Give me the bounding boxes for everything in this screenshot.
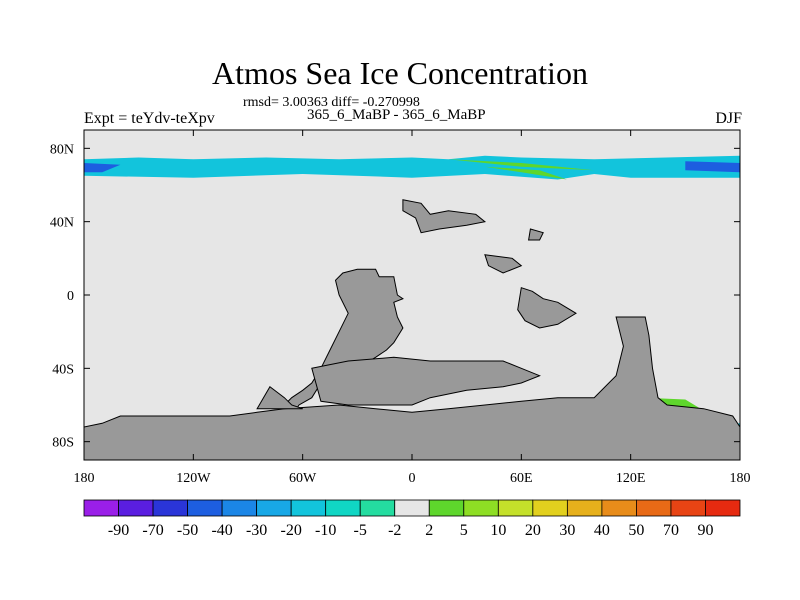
- colorbar-label: -20: [280, 522, 301, 539]
- colorbar-label: -2: [388, 522, 401, 539]
- land-lower-mass: [311, 356, 541, 406]
- x-tick-label: 120E: [616, 471, 646, 486]
- colorbar-swatch: [601, 499, 637, 517]
- colorbar-label: 20: [525, 522, 541, 539]
- colorbar-label: -50: [177, 522, 198, 539]
- x-tick-label: 60W: [289, 471, 317, 486]
- colorbar-label: -10: [315, 522, 336, 539]
- y-tick-label: 80S: [52, 436, 74, 451]
- colorbar-swatch: [394, 499, 430, 517]
- experiment-label: Expt = teYdv-teXpv: [84, 110, 215, 127]
- colorbar-label: 2: [425, 522, 433, 539]
- land-northeast-arc: [517, 287, 577, 329]
- y-axis: 80N 40N 0 40S 80S: [50, 142, 740, 451]
- colorbar-swatch: [670, 499, 706, 517]
- colorbar-swatch: [118, 499, 154, 517]
- colorbar-swatch: [636, 499, 672, 517]
- colorbar-label: -70: [142, 522, 163, 539]
- colorbar-label: 30: [559, 522, 575, 539]
- colorbar-label: 70: [663, 522, 679, 539]
- field-arctic-core-east: [685, 161, 740, 173]
- colorbar: -90 -70 -50 -40 -30 -20 -10 -5 -2 2 5 10 20 30 40 50 70 9…: [83, 499, 741, 539]
- colorbar-label: -90: [108, 522, 129, 539]
- y-tick-label: 0: [67, 289, 74, 304]
- colorbar-label: 10: [490, 522, 506, 539]
- land-layer: [83, 199, 741, 461]
- colorbar-swatch: [187, 499, 223, 517]
- x-tick-label: 60E: [510, 471, 533, 486]
- colorbar-label: -30: [246, 522, 267, 539]
- y-tick-label: 80N: [50, 142, 74, 157]
- colorbar-swatch: [497, 499, 534, 517]
- colorbar-label: 50: [628, 522, 644, 539]
- y-tick-label: 40S: [52, 362, 74, 377]
- y-tick-label: 40N: [50, 216, 74, 231]
- colorbar-swatch: [705, 499, 741, 517]
- colorbar-swatch: [463, 499, 499, 517]
- land-eastern-block: [83, 316, 741, 461]
- colorbar-swatch: [532, 499, 568, 517]
- x-tick-label: 180: [74, 471, 95, 486]
- season-label: DJF: [715, 110, 742, 127]
- colorbar-swatch: [83, 499, 119, 517]
- colorbar-label: 90: [697, 522, 713, 539]
- x-axis: 180 120W 60W 0 60E 120E 180: [74, 130, 751, 486]
- field-arctic-band: [84, 155, 740, 180]
- map-plot-area: [83, 129, 741, 461]
- colorbar-label: -40: [211, 522, 232, 539]
- colorbar-label: 5: [460, 522, 468, 539]
- field-arctic-core: [84, 163, 121, 173]
- colorbar-swatch: [428, 499, 465, 517]
- land-small-island-east: [484, 254, 523, 274]
- land-southwest-ridge: [256, 385, 303, 410]
- field-arctic-positive-streak: [448, 159, 595, 171]
- colorbar-label: 40: [594, 522, 610, 539]
- land-northern-island: [402, 199, 487, 234]
- colorbar-swatch: [290, 499, 327, 517]
- colorbar-swatch: [325, 499, 361, 517]
- land-central-continent: [283, 268, 404, 421]
- land-small-island-northeast: [528, 228, 544, 241]
- stats-line: rmsd= 3.00363 diff= -0.270998: [243, 95, 420, 110]
- colorbar-swatch: [566, 499, 603, 517]
- colorbar-swatch: [221, 499, 258, 517]
- x-tick-label: 180: [730, 471, 751, 486]
- plot-title: Atmos Sea Ice Concentration: [212, 55, 588, 91]
- colorbar-swatch: [152, 499, 188, 517]
- colorbar-swatch: [256, 499, 292, 517]
- x-tick-label: 120W: [176, 471, 211, 486]
- colorbar-swatch: [359, 499, 396, 517]
- colorbar-label: -5: [354, 522, 367, 539]
- difference-line: 365_6_MaBP - 365_6_MaBP: [307, 107, 486, 123]
- x-tick-label: 0: [409, 471, 416, 486]
